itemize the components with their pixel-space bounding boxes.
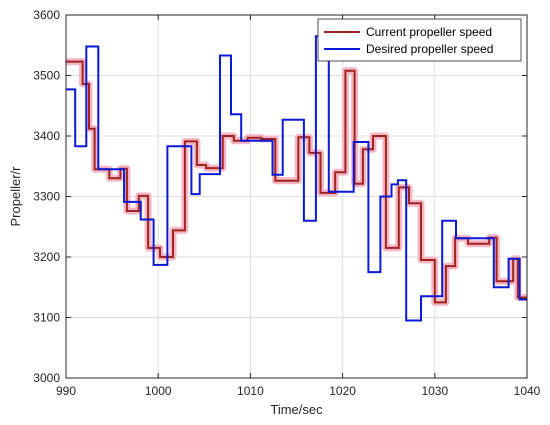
x-tick-label: 1020 bbox=[329, 384, 356, 398]
x-tick-label: 1040 bbox=[514, 384, 541, 398]
y-tick-label: 3200 bbox=[33, 250, 60, 264]
series-line-1 bbox=[66, 35, 527, 322]
x-tick-label: 990 bbox=[56, 384, 76, 398]
x-tick-label: 1010 bbox=[237, 384, 264, 398]
legend-label-desired-propeller-speed: Desired propeller speed bbox=[366, 42, 493, 56]
y-tick-label: 3100 bbox=[33, 311, 60, 325]
y-axis-title: Propeller/r bbox=[8, 166, 23, 227]
y-tick-label: 3500 bbox=[33, 69, 60, 83]
y-tick-label: 3600 bbox=[33, 8, 60, 22]
axis-ticks: 990 1000 1010 1020 1030 1040 3000 3100 3200 3300 3… bbox=[33, 8, 540, 398]
legend-label-current-propeller-speed: Current propeller speed bbox=[366, 25, 492, 39]
y-tick-label: 3400 bbox=[33, 129, 60, 143]
legend-box bbox=[317, 18, 522, 62]
x-tick-label: 1000 bbox=[145, 384, 172, 398]
y-tick-label: 3300 bbox=[33, 190, 60, 204]
x-axis-title: Time/sec bbox=[270, 402, 323, 417]
y-tick-label: 3000 bbox=[33, 371, 60, 385]
legend: Current propeller speed Desired propelle… bbox=[317, 18, 522, 62]
x-tick-label: 1030 bbox=[421, 384, 448, 398]
series-layer bbox=[66, 35, 527, 322]
